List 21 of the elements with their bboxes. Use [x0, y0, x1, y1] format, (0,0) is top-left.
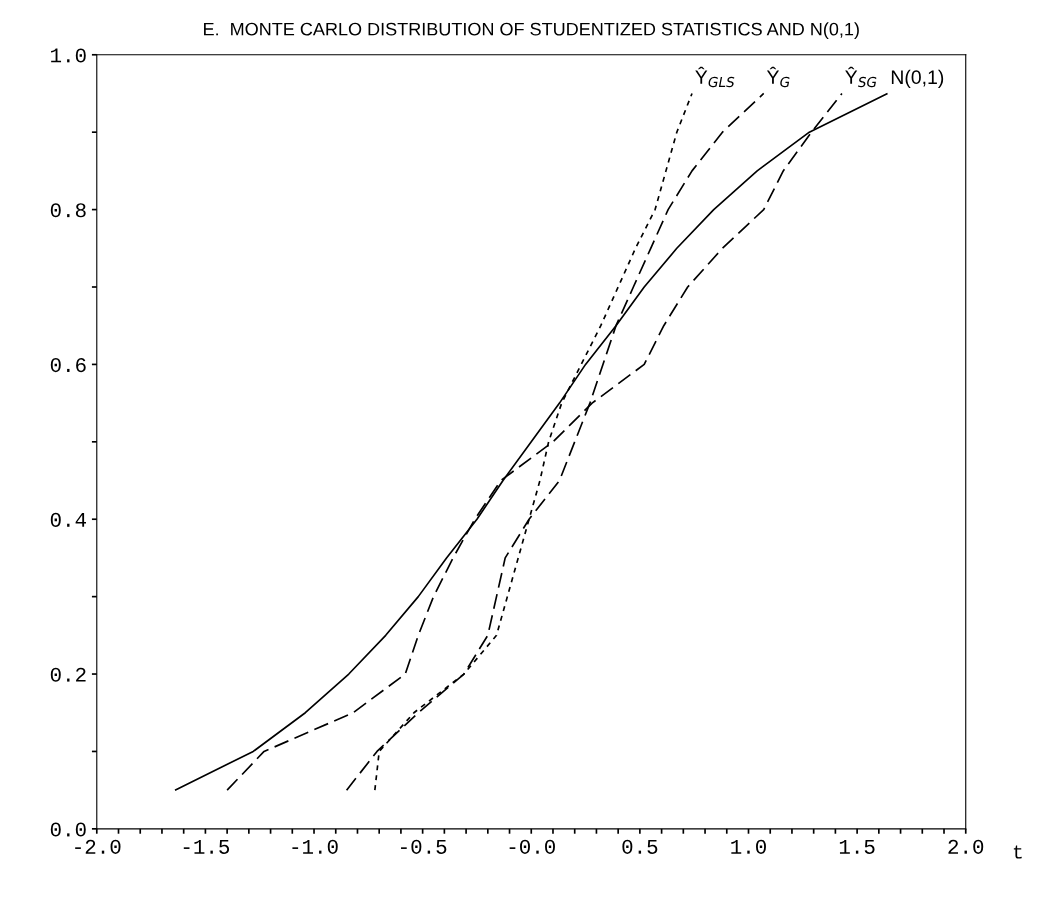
x-tick-label: 1.5: [839, 839, 875, 854]
chart-title: E. MONTE CARLO DISTRIBUTION OF STUDENTIZED STATISTICS AND N(0,1): [204, 22, 859, 40]
y-tick-label: 0.6: [50, 358, 86, 373]
y-tick-label: 0.8: [50, 203, 86, 218]
x-tick-label: 2.0: [948, 839, 984, 854]
series-label: Ŷ$_{G}$: [766, 66, 790, 88]
x-tick-label: -0.0: [509, 839, 555, 854]
x-tick-label: 1.0: [731, 839, 766, 854]
x-tick-label: -1.0: [292, 839, 338, 854]
x-tick-label: -1.5: [183, 839, 230, 854]
x-tick-label: -0.5: [401, 839, 447, 854]
x-axis-title: t: [1013, 845, 1022, 859]
y-tick-label: 0.0: [50, 822, 86, 837]
x-tick-label: -2.0: [75, 839, 121, 854]
y-tick-label: 0.2: [50, 667, 86, 682]
series-label: N(0,1): [891, 69, 944, 88]
y-tick-label: 1.0: [51, 48, 86, 63]
y-tick-label: 0.4: [50, 512, 86, 527]
series-label: Ŷ$_{SG}$: [845, 66, 877, 88]
x-tick-label: 0.5: [622, 839, 658, 854]
series-label: Ŷ$_{GLS}$: [695, 66, 735, 88]
